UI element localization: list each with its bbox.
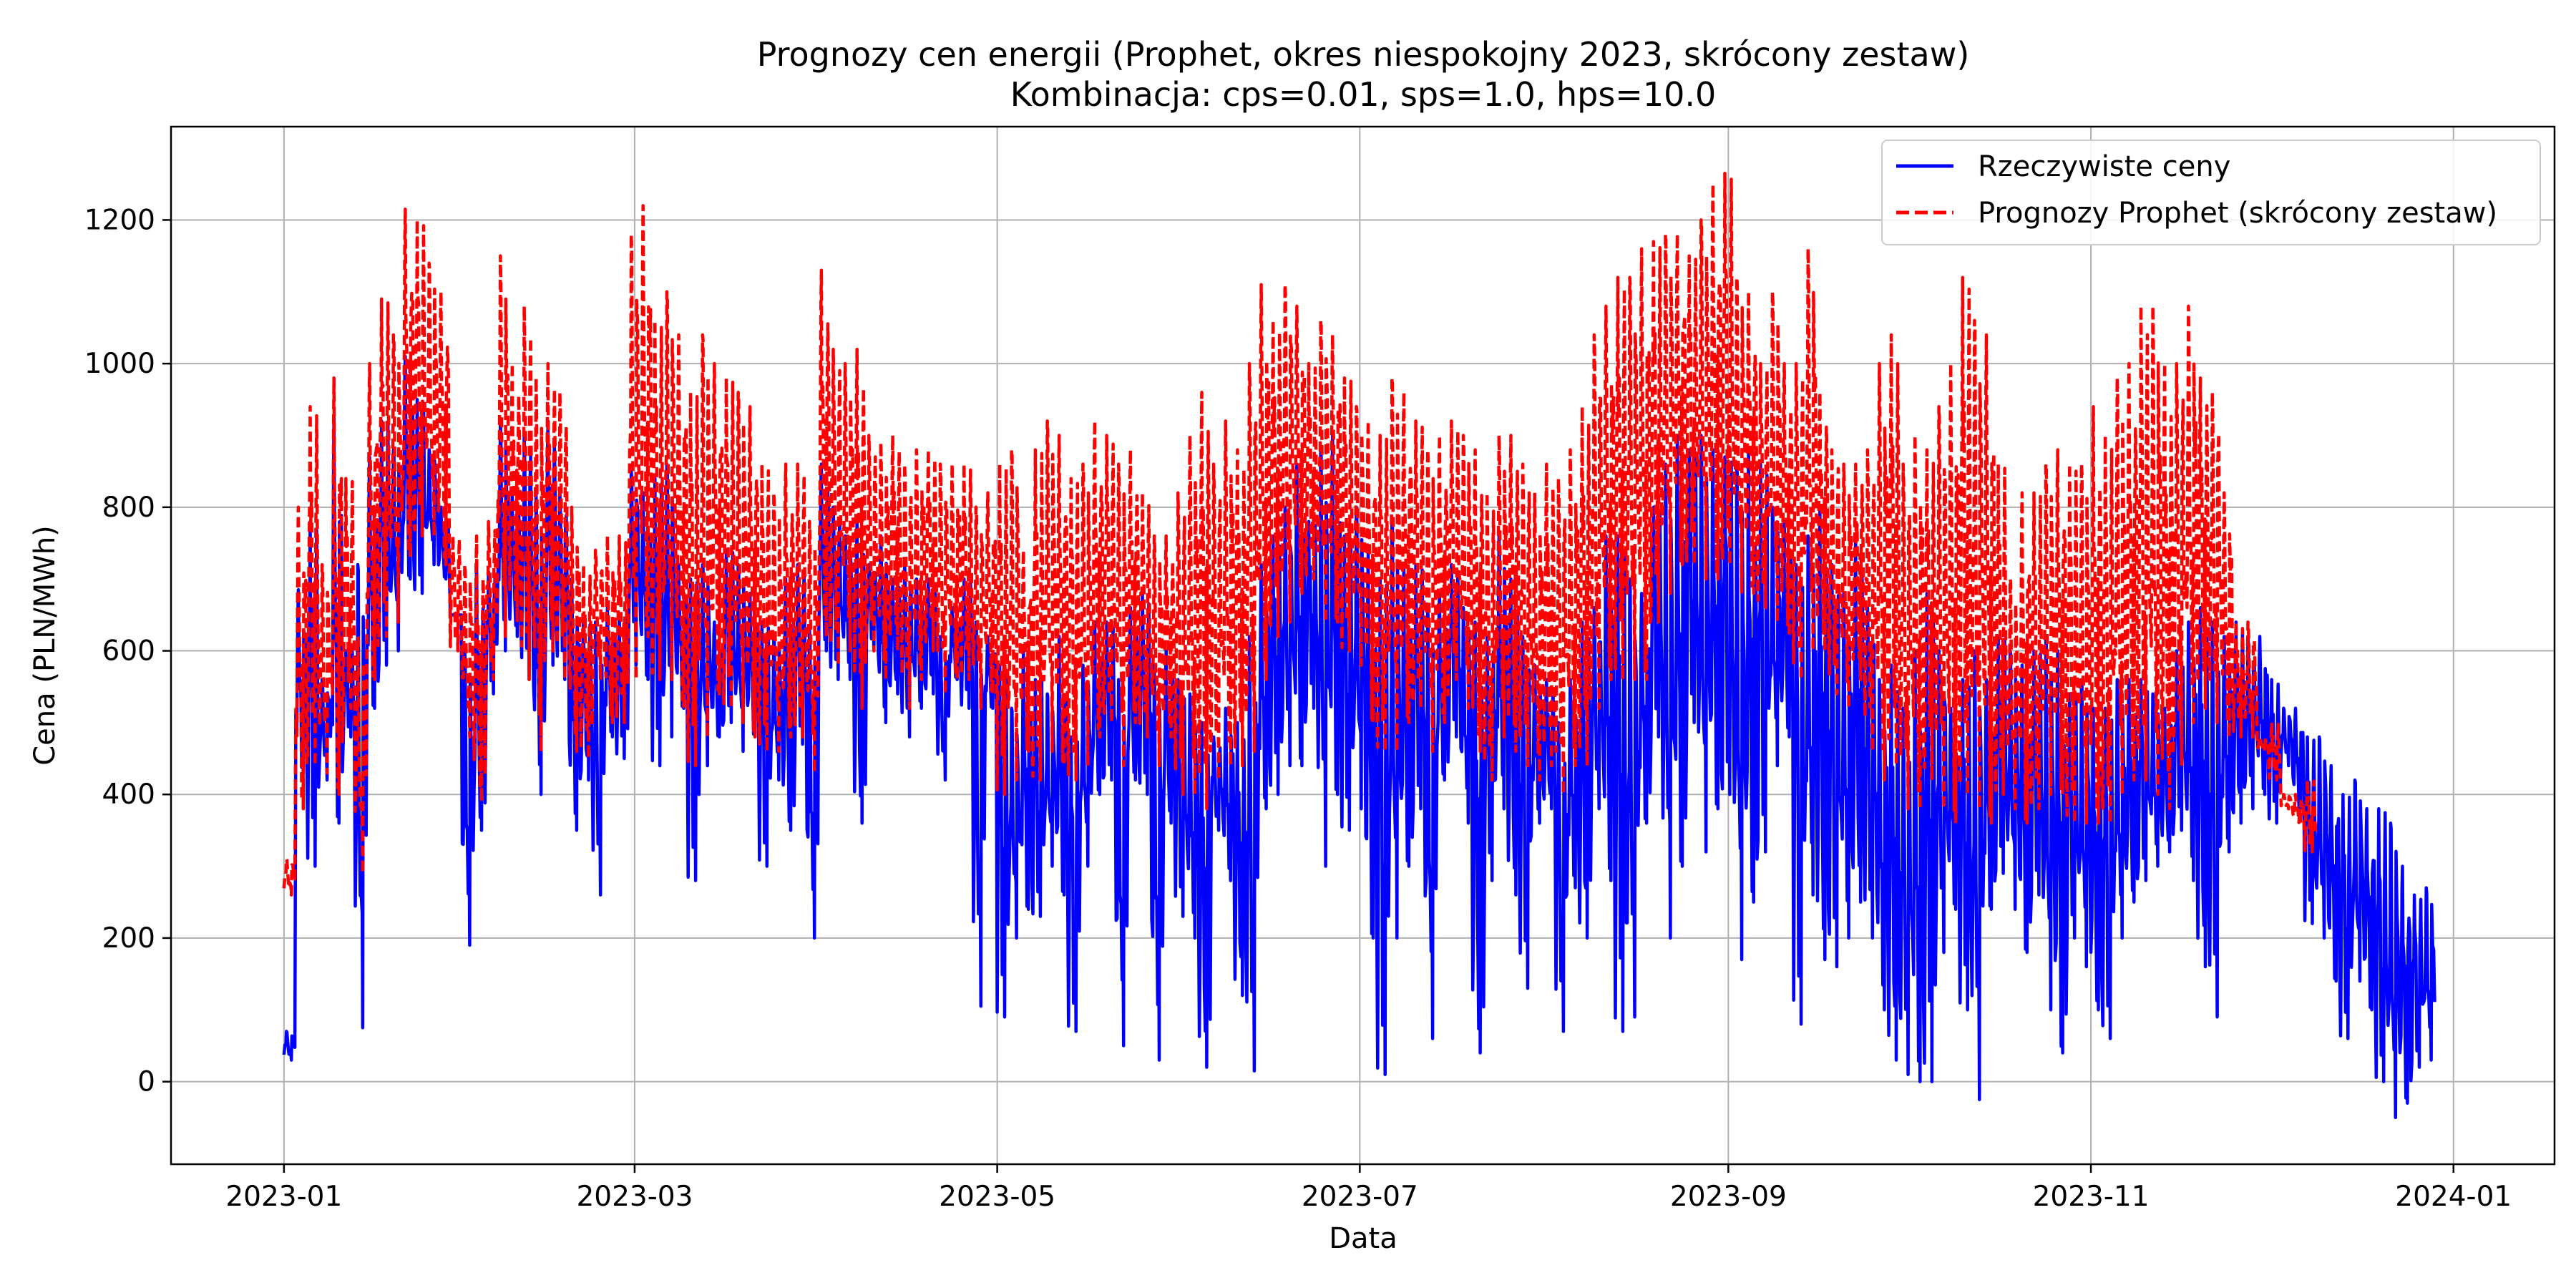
y-tick-label: 0 <box>137 1066 155 1098</box>
legend-label-forecast: Prognozy Prophet (skrócony zestaw) <box>1978 197 2497 230</box>
y-tick-label: 800 <box>102 492 155 524</box>
chart-subtitle: Kombinacja: cps=0.01, sps=1.0, hps=10.0 <box>1010 75 1717 114</box>
x-tick-label: 2023-07 <box>1302 1181 1418 1213</box>
y-tick-label: 200 <box>102 922 155 955</box>
y-tick-label: 600 <box>102 635 155 668</box>
legend-box <box>1881 140 2541 245</box>
legend: Rzeczywiste ceny Prognozy Prophet (skróc… <box>1881 140 2541 245</box>
x-tick-label: 2024-01 <box>2395 1181 2512 1213</box>
x-tick-label: 2023-05 <box>939 1181 1055 1213</box>
plot-frame <box>170 125 2556 1166</box>
legend-label-actual: Rzeczywiste ceny <box>1978 150 2230 183</box>
x-tick-label: 2023-03 <box>576 1181 693 1213</box>
y-tick-label: 1000 <box>84 348 155 380</box>
y-tick-label: 400 <box>102 779 155 811</box>
y-tick-label: 1200 <box>84 204 155 236</box>
y-axis-label: Cena (PLN/MWh) <box>29 525 62 766</box>
x-tick-label: 2023-09 <box>1670 1181 1787 1213</box>
x-tick-label: 2023-11 <box>2033 1181 2150 1213</box>
series-forecast-line <box>282 171 2318 897</box>
x-axis-label: Data <box>1329 1222 1397 1255</box>
plot-layer <box>282 171 2436 1120</box>
chart-title: Prognozy cen energii (Prophet, okres nie… <box>757 35 1970 74</box>
x-axis-ticks: 2023-01 2023-03 2023-05 2023-07 2023-09 2023-… <box>225 1164 2512 1213</box>
x-tick-label: 2023-01 <box>225 1181 342 1213</box>
y-axis-ticks: 0 200 400 600 800 1000 1200 <box>84 204 171 1098</box>
